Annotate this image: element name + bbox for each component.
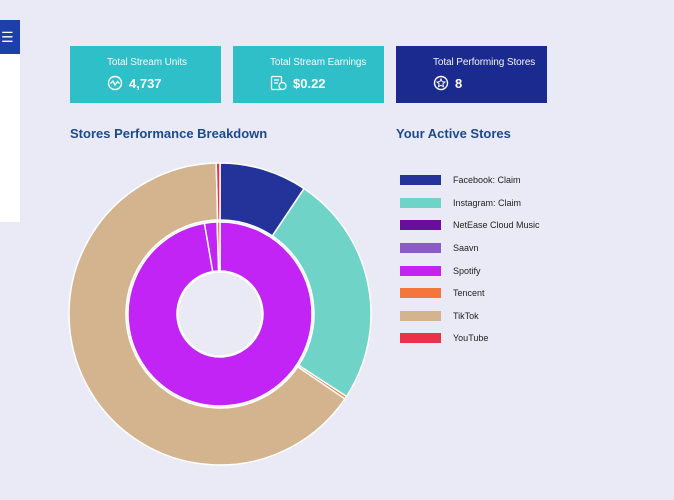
legend-label: Facebook: Claim: [453, 175, 521, 186]
card-title: Total Stream Earnings: [270, 57, 367, 68]
total-stream-units-card: Total Stream Units 4,737: [70, 46, 221, 103]
legend-label: Spotify: [453, 265, 481, 276]
outer-ring-slice[interactable]: [215, 162, 221, 221]
inner-ring-slice[interactable]: [127, 221, 313, 407]
hamburger-menu-icon: ☰: [1, 29, 14, 45]
legend-item[interactable]: TikTok: [400, 305, 540, 328]
card-value: 4,737: [129, 75, 162, 91]
total-stream-earnings-card: Total Stream Earnings $0.22: [233, 46, 384, 103]
legend-item[interactable]: Saavn: [400, 237, 540, 260]
legend-swatch: [400, 265, 441, 276]
legend-label: Saavn: [453, 243, 479, 254]
card-title: Total Stream Units: [107, 57, 187, 68]
total-performing-stores-card: Total Performing Stores 8: [396, 46, 547, 103]
legend-item[interactable]: Instagram: Claim: [400, 192, 540, 215]
legend-swatch: [400, 243, 441, 254]
legend-swatch: [400, 333, 441, 344]
side-panel: [0, 20, 20, 222]
legend-swatch: [400, 197, 441, 208]
stores-legend: Facebook: Claim Instagram: Claim NetEase C…: [400, 169, 540, 350]
legend-swatch: [400, 220, 441, 231]
legend-item[interactable]: Facebook: Claim: [400, 169, 540, 192]
legend-label: Tencent: [453, 288, 485, 299]
legend-swatch: [400, 288, 441, 299]
card-value: $0.22: [293, 75, 326, 91]
outer-ring-slice[interactable]: [68, 162, 346, 466]
card-value: 8: [455, 75, 463, 91]
earnings-receipt-icon: [270, 75, 287, 91]
legend-swatch: [400, 175, 441, 186]
stream-wave-icon: [107, 75, 123, 91]
card-title: Total Performing Stores: [433, 57, 536, 68]
legend-swatch: [400, 310, 441, 321]
legend-item[interactable]: Spotify: [400, 259, 540, 282]
legend-label: Instagram: Claim: [453, 197, 522, 208]
inner-ring-slice[interactable]: [216, 221, 221, 272]
menu-button[interactable]: ☰: [0, 20, 20, 54]
legend-item[interactable]: NetEase Cloud Music: [400, 214, 540, 237]
donut-hole: [177, 271, 263, 357]
legend-label: YouTube: [453, 333, 489, 344]
breakdown-title: Stores Performance Breakdown: [70, 126, 268, 141]
active-stores-title: Your Active Stores: [396, 126, 511, 141]
legend-item[interactable]: Tencent: [400, 282, 540, 305]
star-badge-icon: [433, 75, 449, 91]
legend-label: NetEase Cloud Music: [453, 220, 540, 231]
stores-donut-chart: [68, 162, 372, 466]
legend-item[interactable]: YouTube: [400, 327, 540, 350]
legend-label: TikTok: [453, 310, 479, 321]
